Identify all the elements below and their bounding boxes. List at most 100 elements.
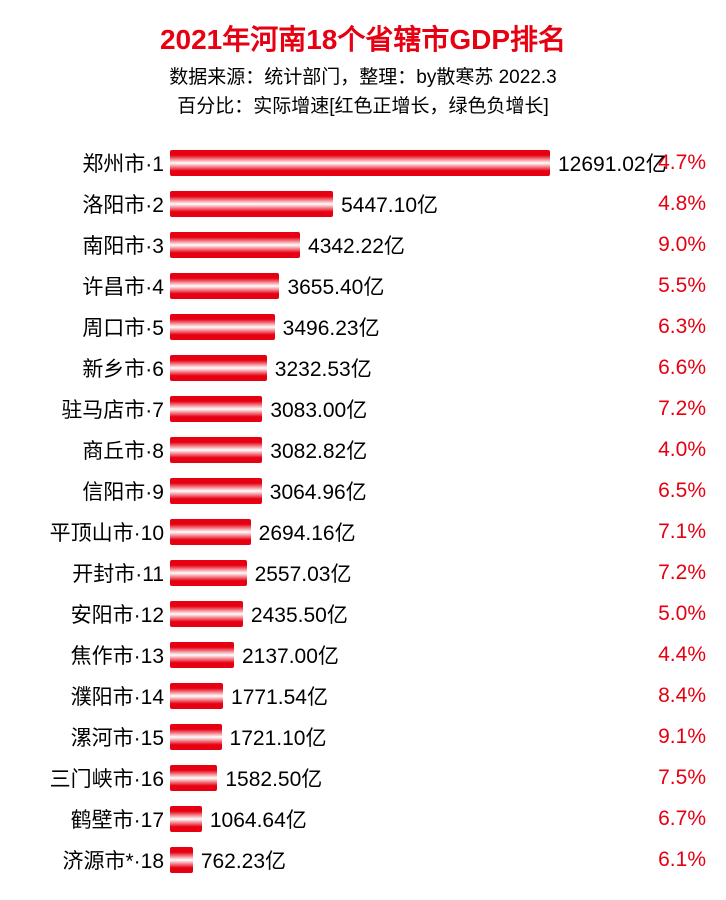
bar: 762.23亿 [170, 847, 193, 873]
bar-area: 3496.23亿 [170, 306, 636, 347]
row-label: 开封市·11 [20, 558, 170, 588]
bar-value: 3083.00亿 [270, 394, 367, 424]
bar-area: 1721.10亿 [170, 716, 636, 757]
bar: 2137.00亿 [170, 642, 234, 668]
bar-row: 平顶山市·102694.16亿7.1% [20, 511, 706, 552]
bar-value: 1721.10亿 [230, 722, 327, 752]
bar: 1064.64亿 [170, 806, 202, 832]
growth-value: 5.0% [636, 602, 706, 626]
bar-area: 1771.54亿 [170, 675, 636, 716]
bar-value: 12691.02亿 [558, 148, 667, 178]
bar: 2694.16亿 [170, 519, 251, 545]
growth-value: 6.6% [636, 356, 706, 380]
bar-row: 郑州市·112691.02亿4.7% [20, 142, 706, 183]
bar-value: 1771.54亿 [231, 681, 328, 711]
bar-area: 2137.00亿 [170, 634, 636, 675]
bar: 3064.96亿 [170, 478, 262, 504]
bar-value: 3232.53亿 [275, 353, 372, 383]
bar-row: 三门峡市·161582.50亿7.5% [20, 757, 706, 798]
row-label: 驻马店市·7 [20, 394, 170, 424]
growth-value: 6.5% [636, 479, 706, 503]
bar: 3083.00亿 [170, 396, 262, 422]
growth-value: 7.1% [636, 520, 706, 544]
bar: 3082.82亿 [170, 437, 262, 463]
row-label: 平顶山市·10 [20, 517, 170, 547]
bar-row: 驻马店市·73083.00亿7.2% [20, 388, 706, 429]
bar-area: 1582.50亿 [170, 757, 636, 798]
bar-value: 1064.64亿 [210, 804, 307, 834]
row-label: 南阳市·3 [20, 230, 170, 260]
bar-row: 漯河市·15 1721.10亿 9.1% [20, 716, 706, 757]
bar-row: 南阳市·34342.22亿9.0% [20, 224, 706, 265]
growth-value: 6.7% [636, 807, 706, 831]
bar: 4342.22亿 [170, 232, 300, 258]
bar: 3655.40亿 [170, 273, 279, 299]
growth-value: 7.5% [636, 766, 706, 790]
row-label: 新乡市·6 [20, 353, 170, 383]
chart-container: 2021年河南18个省辖市GDP排名 数据来源：统计部门，整理：by散寒苏 20… [0, 0, 726, 900]
bar-chart: 郑州市·112691.02亿4.7%洛阳市·25447.10亿4.8%南阳市·3… [20, 142, 706, 880]
chart-subtitle-1: 数据来源：统计部门，整理：by散寒苏 2022.3 [20, 62, 706, 89]
bar-value: 3496.23亿 [283, 312, 380, 342]
row-label: 信阳市·9 [20, 476, 170, 506]
bar-row: 鹤壁市·171064.64亿6.7% [20, 798, 706, 839]
bar: 1582.50亿 [170, 765, 217, 791]
growth-value: 4.0% [636, 438, 706, 462]
bar-value: 4342.22亿 [308, 230, 405, 260]
row-label: 济源市*·18 [20, 845, 170, 875]
bar: 3496.23亿 [170, 314, 275, 340]
bar: 12691.02亿 [170, 150, 550, 176]
bar-value: 2694.16亿 [259, 517, 356, 547]
bar-value: 3064.96亿 [270, 476, 367, 506]
row-label: 郑州市·1 [20, 148, 170, 178]
chart-subtitle-2: 百分比：实际增速[红色正增长，绿色负增长] [20, 91, 706, 118]
bar-area: 1064.64亿 [170, 798, 636, 839]
bar-value: 3655.40亿 [287, 271, 384, 301]
bar: 5447.10亿 [170, 191, 333, 217]
bar-value: 2557.03亿 [255, 558, 352, 588]
bar: 1771.54亿 [170, 683, 223, 709]
bar-row: 信阳市·93064.96亿6.5% [20, 470, 706, 511]
bar-area: 4342.22亿 [170, 224, 636, 265]
row-label: 濮阳市·14 [20, 681, 170, 711]
bar-value: 2435.50亿 [251, 599, 348, 629]
bar-area: 762.23亿 [170, 839, 636, 880]
bar-row: 周口市·53496.23亿6.3% [20, 306, 706, 347]
growth-value: 4.4% [636, 643, 706, 667]
bar-area: 2435.50亿 [170, 593, 636, 634]
bar-area: 2694.16亿 [170, 511, 636, 552]
bar-row: 新乡市·63232.53亿6.6% [20, 347, 706, 388]
bar-area: 2557.03亿 [170, 552, 636, 593]
bar: 2557.03亿 [170, 560, 247, 586]
growth-value: 5.5% [636, 274, 706, 298]
growth-value: 9.0% [636, 233, 706, 257]
row-label: 漯河市·15 [20, 722, 170, 752]
growth-value: 7.2% [636, 397, 706, 421]
bar-row: 商丘市·83082.82亿4.0% [20, 429, 706, 470]
bar-area: 3083.00亿 [170, 388, 636, 429]
bar-row: 安阳市·122435.50亿5.0% [20, 593, 706, 634]
row-label: 三门峡市·16 [20, 763, 170, 793]
growth-value: 6.3% [636, 315, 706, 339]
row-label: 许昌市·4 [20, 271, 170, 301]
bar-area: 3232.53亿 [170, 347, 636, 388]
bar-value: 5447.10亿 [341, 189, 438, 219]
bar-value: 1582.50亿 [225, 763, 322, 793]
growth-value: 8.4% [636, 684, 706, 708]
row-label: 周口市·5 [20, 312, 170, 342]
growth-value: 4.8% [636, 192, 706, 216]
row-label: 鹤壁市·17 [20, 804, 170, 834]
bar-row: 许昌市·43655.40亿5.5% [20, 265, 706, 306]
bar: 2435.50亿 [170, 601, 243, 627]
growth-value: 9.1% [636, 725, 706, 749]
bar-area: 12691.02亿 [170, 142, 636, 183]
bar-row: 开封市·112557.03亿7.2% [20, 552, 706, 593]
bar-area: 5447.10亿 [170, 183, 636, 224]
bar: 3232.53亿 [170, 355, 267, 381]
row-label: 安阳市·12 [20, 599, 170, 629]
bar-row: 焦作市·132137.00亿 4.4% [20, 634, 706, 675]
bar-row: 济源市*·18762.23亿6.1% [20, 839, 706, 880]
bar-area: 3655.40亿 [170, 265, 636, 306]
chart-title: 2021年河南18个省辖市GDP排名 [20, 18, 706, 58]
row-label: 焦作市·13 [20, 640, 170, 670]
